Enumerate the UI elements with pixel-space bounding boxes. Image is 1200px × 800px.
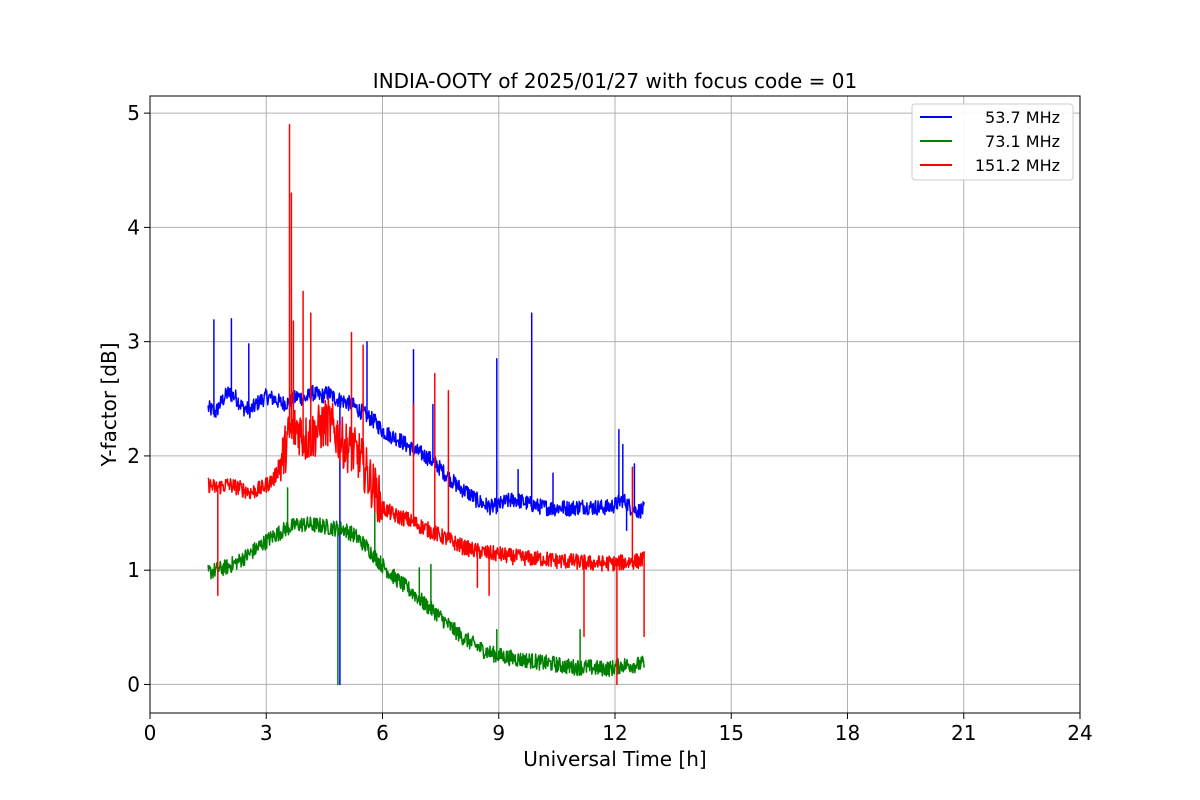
x-tick-label: 9 — [492, 721, 505, 745]
legend-label: 151.2 MHz — [975, 156, 1060, 175]
x-tick-label: 15 — [719, 721, 744, 745]
series-0 — [207, 312, 645, 686]
x-tick-label: 6 — [376, 721, 389, 745]
x-tick-label: 0 — [144, 721, 157, 745]
legend: 53.7 MHz 73.1 MHz 151.2 MHz — [911, 103, 1074, 181]
series-line — [207, 123, 645, 686]
series-line — [207, 487, 645, 686]
x-tick-label: 3 — [260, 721, 273, 745]
series-2 — [207, 123, 645, 686]
y-tick-label: 3 — [127, 330, 140, 354]
x-axis-label: Universal Time [h] — [523, 747, 706, 771]
legend-box — [911, 103, 1074, 181]
y-tick-label: 0 — [127, 672, 140, 696]
series-1 — [207, 487, 645, 686]
y-tick-label: 4 — [127, 215, 140, 239]
y-tick-label: 1 — [127, 558, 140, 582]
y-tick-label: 2 — [127, 444, 140, 468]
y-tick-label: 5 — [127, 101, 140, 125]
x-tick-label: 21 — [951, 721, 976, 745]
chart-title: INDIA-OOTY of 2025/01/27 with focus code… — [373, 69, 857, 93]
x-tick-label: 18 — [835, 721, 860, 745]
legend-label: 73.1 MHz — [985, 132, 1060, 151]
series-group — [207, 123, 645, 686]
series-line — [207, 312, 645, 686]
x-tick-label: 24 — [1067, 721, 1092, 745]
y-axis-label: Y-factor [dB] — [97, 342, 121, 467]
legend-label: 53.7 MHz — [985, 108, 1060, 127]
x-tick-label: 12 — [602, 721, 627, 745]
